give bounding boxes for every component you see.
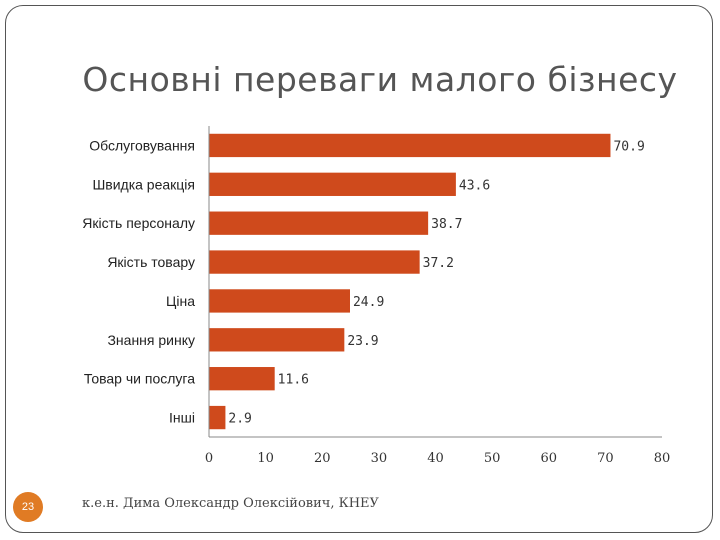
category-label: Ціна <box>166 293 195 309</box>
bar <box>209 250 420 274</box>
bar <box>209 328 345 352</box>
page-number-badge: 23 <box>13 492 43 522</box>
value-label: 38.7 <box>431 217 462 232</box>
bar <box>209 289 350 313</box>
category-label: Обслуговування <box>89 137 195 153</box>
category-label: Товар чи послуга <box>84 371 195 387</box>
value-label: 37.2 <box>423 256 454 271</box>
category-label: Швидка реакція <box>92 176 195 192</box>
x-tick-label: 60 <box>540 451 557 466</box>
slide-title: Основні переваги малого бізнесу <box>82 60 678 99</box>
category-label: Знання ринку <box>107 332 195 348</box>
x-tick-label: 80 <box>654 451 671 466</box>
x-tick-label: 30 <box>371 451 388 466</box>
category-label: Якість товару <box>107 254 195 270</box>
value-label: 11.6 <box>278 373 309 388</box>
value-label: 24.9 <box>353 295 384 310</box>
axis-layer: 0 10 20 30 40 50 60 70 80 <box>205 126 670 466</box>
labels-layer: Обслуговування 70.9 Швидка реакція 43.6 Якіс… <box>82 137 645 426</box>
footer-author: к.е.н. Дима Олександр Олексійович, КНЕУ <box>82 496 379 511</box>
x-tick-label: 20 <box>314 451 331 466</box>
bar <box>209 133 611 158</box>
x-tick-label: 10 <box>257 451 274 466</box>
bar <box>209 405 226 430</box>
bar <box>209 211 429 235</box>
value-label: 43.6 <box>459 178 490 193</box>
category-label: Якість персоналу <box>82 215 195 231</box>
bar <box>209 172 456 196</box>
bar <box>209 367 275 391</box>
x-tick-label: 0 <box>205 451 213 466</box>
category-label: Інші <box>169 410 195 426</box>
value-label: 23.9 <box>347 334 378 349</box>
x-tick-label: 50 <box>484 451 501 466</box>
value-label: 70.9 <box>613 139 644 154</box>
x-tick-label: 40 <box>427 451 444 466</box>
value-label: 2.9 <box>228 412 251 427</box>
x-tick-label: 70 <box>597 451 614 466</box>
bars-layer <box>209 133 611 430</box>
